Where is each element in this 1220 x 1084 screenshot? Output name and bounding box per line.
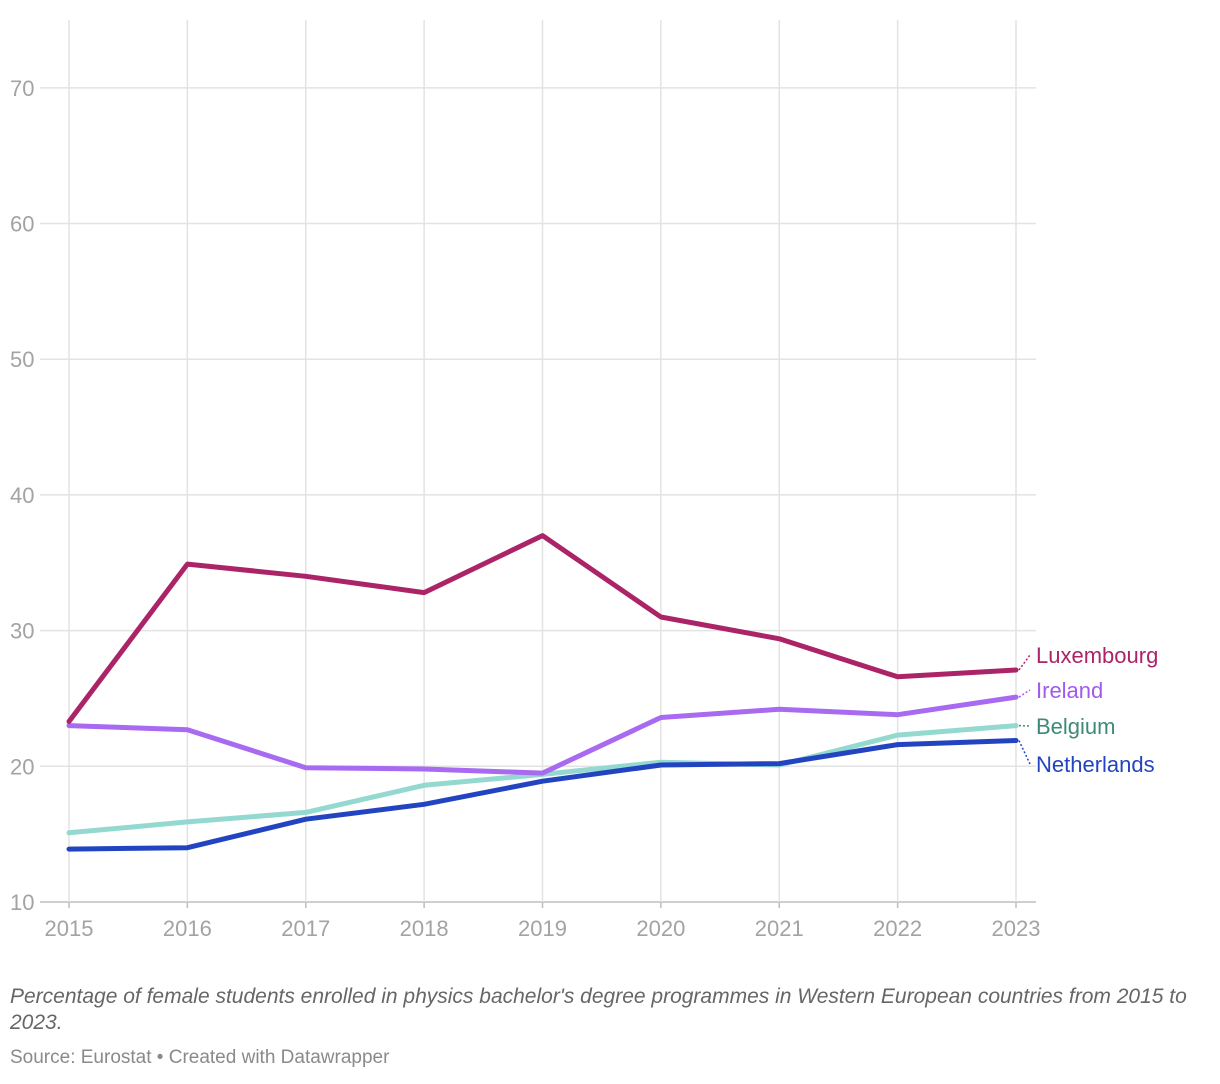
- y-tick-label: 10: [10, 890, 34, 915]
- y-axis-labels: 10 20 30 40 50 60 70: [10, 76, 34, 915]
- series-label-netherlands: Netherlands: [1036, 752, 1155, 777]
- series-label-connector: [1018, 740, 1031, 765]
- y-tick-label: 60: [10, 212, 34, 237]
- y-tick-label: 20: [10, 754, 34, 779]
- x-axis-labels: 2015 2016 2017 2018 2019 2020 2021 2022 2023: [45, 916, 1041, 941]
- series-line-netherlands: [66, 738, 1019, 852]
- x-tick-label: 2023: [992, 916, 1041, 941]
- chart-caption: Percentage of female students enrolled i…: [10, 985, 1187, 1034]
- series-line-luxembourg: [66, 533, 1019, 724]
- x-gridlines: [68, 20, 1017, 908]
- series-lines: [66, 533, 1019, 852]
- x-tick-label: 2018: [400, 916, 449, 941]
- x-tick-label: 2019: [518, 916, 567, 941]
- series-label-connector: [1018, 654, 1031, 671]
- x-tick-label: 2016: [163, 916, 212, 941]
- x-tick-label: 2020: [636, 916, 685, 941]
- series-label-belgium: Belgium: [1036, 714, 1115, 739]
- series-line-ireland: [66, 694, 1019, 776]
- x-tick-label: 2017: [281, 916, 330, 941]
- x-tick-label: 2022: [873, 916, 922, 941]
- series-label-luxembourg: Luxembourg: [1036, 643, 1158, 668]
- chart-source: Source: Eurostat • Created with Datawrap…: [10, 1047, 390, 1068]
- x-tick-label: 2015: [45, 916, 94, 941]
- y-gridlines: [40, 87, 1036, 903]
- y-tick-label: 40: [10, 483, 34, 508]
- series-label-connector: [1018, 689, 1031, 698]
- y-tick-label: 50: [10, 347, 34, 372]
- series-labels: Luxembourg Ireland Belgium Netherlands: [1018, 643, 1158, 777]
- y-tick-label: 70: [10, 76, 34, 101]
- series-label-ireland: Ireland: [1036, 678, 1103, 703]
- x-tick-label: 2021: [755, 916, 804, 941]
- y-tick-label: 30: [10, 619, 34, 644]
